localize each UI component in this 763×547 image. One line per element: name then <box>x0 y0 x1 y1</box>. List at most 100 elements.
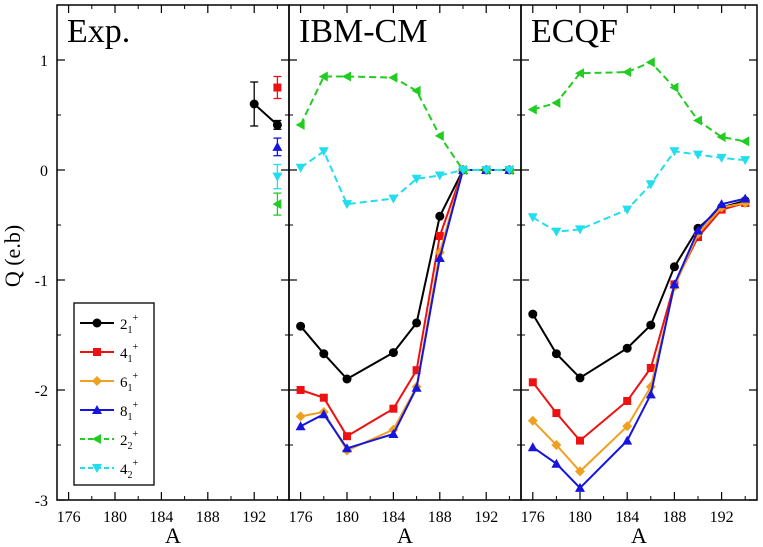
legend-label: 61+ <box>120 371 139 394</box>
legend-label: 81+ <box>120 400 139 423</box>
data-point <box>342 200 352 210</box>
data-point <box>622 67 632 78</box>
data-point <box>388 429 399 438</box>
x-tick-label: 180 <box>335 509 359 526</box>
data-point <box>551 97 561 108</box>
x-tick-label: 184 <box>149 509 173 526</box>
series-2-1 <box>528 196 750 383</box>
series-layer <box>249 57 751 492</box>
legend-marker <box>92 434 101 444</box>
series-4-2 <box>272 163 283 190</box>
series-8-1 <box>295 165 515 453</box>
data-point <box>575 68 584 79</box>
legend-label: 22+ <box>120 429 139 452</box>
data-point <box>272 172 283 182</box>
data-point <box>646 364 655 372</box>
data-point <box>295 119 305 130</box>
data-point <box>318 147 329 157</box>
panel-1-frame: 176 180 184 188 192 Exp. A <box>56 4 290 547</box>
data-point <box>622 343 632 353</box>
data-point <box>388 194 399 204</box>
data-point <box>669 262 679 272</box>
x-tick-label: 188 <box>428 509 452 526</box>
data-point <box>552 409 561 418</box>
data-point <box>272 199 282 210</box>
data-point <box>693 115 702 126</box>
panel-title: Exp. <box>67 13 130 50</box>
data-point <box>412 366 421 375</box>
data-point <box>576 436 584 445</box>
data-point <box>272 141 283 151</box>
y-tick-label: -2 <box>35 383 48 400</box>
legend-entry-8-1: 81+ <box>80 400 139 423</box>
data-point <box>435 211 445 221</box>
panel-2-frame: 176 180 184 188 192 IBM-CM A <box>288 4 522 547</box>
series-line-4-1 <box>300 169 510 438</box>
data-point <box>411 382 422 392</box>
legend-marker <box>92 318 102 328</box>
data-point <box>342 71 351 82</box>
data-point <box>249 99 259 109</box>
series-8-1 <box>272 137 283 157</box>
legend-marker <box>92 405 102 414</box>
data-point <box>343 432 351 441</box>
data-point <box>622 435 633 445</box>
x-tick-label: 180 <box>568 509 592 526</box>
data-point <box>434 253 445 262</box>
legend-marker <box>93 348 101 356</box>
data-point <box>504 166 515 175</box>
series-2-2 <box>527 57 750 147</box>
data-point <box>434 130 444 141</box>
x-tick-label: 176 <box>289 509 313 526</box>
series-line-2-1 <box>299 169 510 381</box>
data-point <box>528 309 538 319</box>
data-point <box>645 389 656 399</box>
data-point <box>296 386 305 394</box>
x-tick-label: 176 <box>521 509 545 526</box>
panel-title: IBM-CM <box>299 13 427 50</box>
series-4-2 <box>527 147 751 237</box>
legend-entry-4-1: 41+ <box>80 342 139 365</box>
data-point <box>295 411 306 422</box>
data-point <box>388 348 398 358</box>
x-tick-label: 184 <box>615 509 639 526</box>
y-axis-label: Q (e.b) <box>0 225 25 287</box>
legend-entry-2-2: 22+ <box>80 429 139 452</box>
series-line-2-2 <box>299 75 510 171</box>
data-point <box>551 440 562 450</box>
data-point <box>527 415 538 426</box>
data-point <box>575 373 585 383</box>
data-point <box>575 482 585 492</box>
series-2-1 <box>249 81 282 130</box>
panel-1-series <box>249 75 283 216</box>
data-point <box>388 72 398 83</box>
panel-2-series <box>295 71 515 456</box>
data-point <box>693 225 703 235</box>
data-point <box>716 199 727 209</box>
panels-layer: 176 180 184 188 192 Exp. A 176 180 184 188 192 IBM-C… <box>35 4 758 547</box>
data-point <box>740 193 751 203</box>
panel-title: ECQF <box>531 13 618 50</box>
data-point <box>716 153 727 163</box>
data-point <box>575 466 585 477</box>
series-line-8-1 <box>532 197 746 490</box>
series-4-1 <box>296 166 514 441</box>
data-point <box>669 279 680 289</box>
x-tick-label: 188 <box>662 509 686 526</box>
series-line-6-1 <box>300 169 510 452</box>
data-point <box>551 458 562 468</box>
data-point <box>740 136 750 147</box>
data-point <box>527 104 537 115</box>
legend-label: 42+ <box>120 458 139 481</box>
data-point <box>272 120 282 130</box>
series-4-2 <box>295 147 515 210</box>
data-point <box>411 174 422 184</box>
x-axis-label: A <box>165 523 181 547</box>
legend-entry-6-1: 61+ <box>80 371 139 394</box>
series-2-1 <box>296 165 514 384</box>
data-point <box>389 404 398 413</box>
data-point <box>342 443 352 453</box>
series-line-2-2 <box>532 61 746 143</box>
data-point <box>527 213 538 223</box>
